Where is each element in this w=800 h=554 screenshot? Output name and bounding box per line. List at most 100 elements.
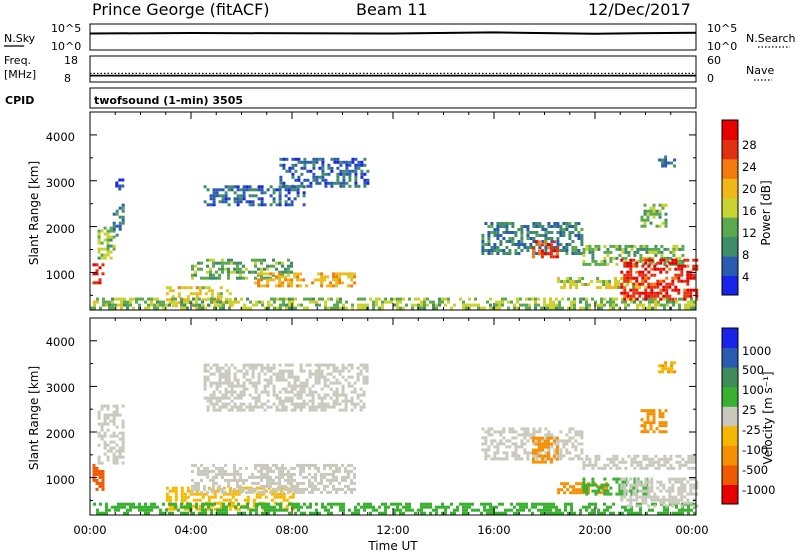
heatmap-cell (692, 276, 696, 280)
heatmap-cell (579, 297, 582, 301)
colorbar-swatch (722, 139, 738, 160)
heatmap-cell (686, 276, 690, 280)
heatmap-cell (579, 306, 582, 310)
heatmap-cell (230, 387, 234, 391)
heatmap-cell (571, 231, 575, 234)
heatmap-cell (203, 381, 207, 385)
heatmap-cell (648, 306, 651, 310)
heatmap-cell (414, 511, 417, 515)
heatmap-cell (489, 505, 492, 509)
heatmap-cell (594, 300, 597, 304)
heatmap-cell (508, 249, 512, 252)
heatmap-cell (209, 258, 212, 262)
heatmap-cell (645, 492, 649, 496)
heatmap-cell (165, 495, 169, 499)
heatmap-cell (643, 427, 647, 431)
heatmap-cell (656, 291, 660, 295)
heatmap-cell (209, 273, 212, 277)
heatmap-cell (121, 446, 125, 450)
heatmap-cell (233, 366, 237, 370)
heatmap-cell (629, 258, 633, 262)
heatmap-cell (438, 297, 441, 301)
heatmap-cell (311, 490, 314, 494)
heatmap-cell (287, 375, 291, 379)
heatmap-cell (657, 511, 660, 515)
heatmap-cell (332, 484, 335, 488)
heatmap-cell (577, 237, 581, 240)
heatmap-cell (320, 375, 324, 379)
heatmap-cell (396, 502, 399, 506)
heatmap-cell (690, 454, 694, 458)
heatmap-cell (270, 489, 274, 493)
heatmap-cell (499, 240, 503, 243)
heatmap-cell (645, 250, 649, 254)
heatmap-cell (204, 292, 208, 296)
heatmap-cell (218, 405, 222, 409)
heatmap-cell (502, 457, 506, 461)
heatmap-cell (209, 372, 213, 376)
heatmap-cell (347, 363, 351, 367)
heatmap-cell (112, 247, 116, 251)
heatmap-cell (112, 235, 116, 239)
heatmap-cell (635, 492, 639, 496)
heatmap-cell (332, 366, 336, 370)
heatmap-cell (441, 502, 444, 506)
heatmap-cell (575, 482, 579, 486)
heatmap-cell (222, 505, 225, 509)
heatmap-cell (210, 295, 214, 299)
heatmap-cell (643, 212, 647, 216)
heatmap-cell (264, 495, 268, 499)
heatmap-cell (632, 282, 636, 286)
heatmap-cell (269, 185, 273, 189)
heatmap-cell (111, 297, 114, 301)
heatmap-cell (234, 300, 237, 304)
heatmap-cell (396, 508, 399, 512)
heatmap-cell (646, 218, 650, 222)
heatmap-cell (221, 197, 225, 201)
heatmap-cell (638, 483, 642, 487)
heatmap-cell (302, 466, 305, 470)
heatmap-cell (118, 455, 122, 459)
heatmap-cell (525, 502, 528, 506)
heatmap-cell (318, 181, 322, 185)
heatmap-cell (266, 378, 270, 382)
heatmap-cell (112, 434, 116, 438)
heatmap-cell (354, 508, 357, 512)
heatmap-cell (672, 511, 675, 515)
heatmap-cell (221, 194, 225, 198)
heatmap-cell (661, 370, 665, 374)
heatmap-cell (692, 258, 696, 262)
heatmap-cell (650, 477, 654, 481)
heatmap-cell (540, 508, 543, 512)
heatmap-cell (423, 511, 426, 515)
heatmap-cell (654, 303, 657, 307)
heatmap-cell (106, 404, 110, 408)
heatmap-cell (567, 511, 570, 515)
heatmap-cell (284, 478, 287, 482)
heatmap-cell (523, 246, 527, 249)
heatmap-cell (647, 480, 651, 484)
heatmap-cell (664, 221, 668, 225)
heatmap-cell (547, 430, 551, 434)
heatmap-cell (138, 505, 141, 509)
heatmap-cell (540, 442, 544, 446)
heatmap-cell (296, 484, 299, 488)
heatmap-cell (578, 491, 582, 495)
heatmap-cell (308, 369, 312, 373)
heatmap-cell (236, 484, 239, 488)
heatmap-cell (537, 454, 541, 458)
heatmap-cell (677, 279, 681, 283)
heatmap-cell (689, 291, 693, 295)
heatmap-cell (267, 511, 270, 515)
heatmap-cell (326, 478, 329, 482)
heatmap-cell (93, 300, 96, 304)
heatmap-cell (618, 253, 622, 257)
heatmap-cell (326, 490, 329, 494)
heatmap-cell (603, 483, 607, 487)
heatmap-cell (162, 306, 165, 310)
heatmap-cell (531, 511, 534, 515)
heatmap-cell (638, 489, 642, 493)
heatmap-cell (662, 267, 666, 271)
heatmap-cell (183, 505, 186, 509)
heatmap-cell (246, 502, 249, 506)
